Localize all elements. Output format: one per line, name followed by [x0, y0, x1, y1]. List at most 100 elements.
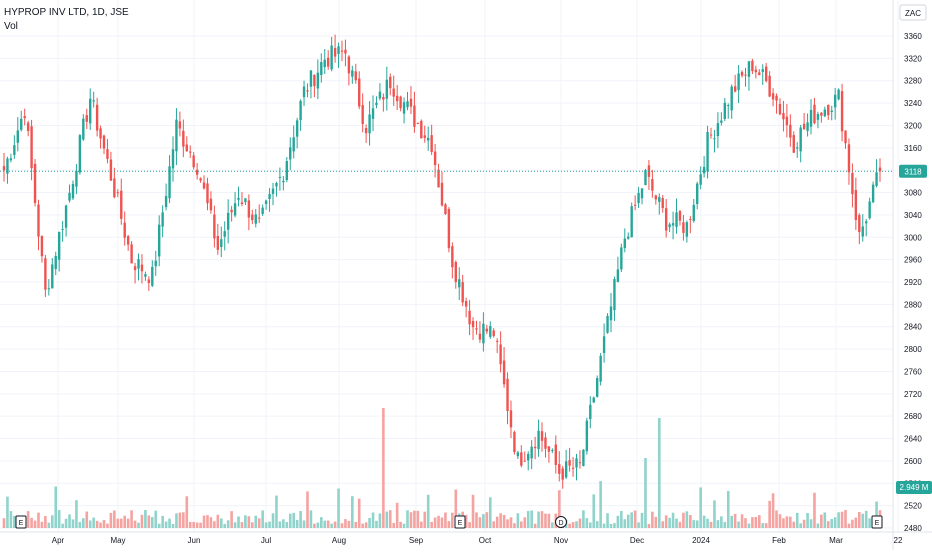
candle-body — [351, 70, 354, 77]
volume-bar — [92, 517, 95, 528]
volume-bar — [109, 512, 113, 528]
candle-body — [737, 73, 740, 91]
volume-bar — [709, 521, 713, 528]
y-tick-label: 3000 — [904, 233, 922, 242]
volume-bar — [406, 510, 409, 528]
volume-bar — [309, 510, 313, 528]
volume-bar — [378, 513, 382, 528]
candle-body — [382, 97, 385, 100]
candle-body — [585, 420, 589, 452]
candle-body — [682, 222, 685, 233]
candle-body — [865, 221, 868, 224]
volume-bar — [509, 517, 513, 528]
candle-body — [871, 184, 875, 203]
candle-body — [316, 72, 320, 89]
x-tick-label: Sep — [409, 536, 424, 545]
volume-bar — [799, 523, 802, 528]
volume-bar — [206, 515, 209, 528]
candle-body — [720, 120, 723, 123]
volume-bar — [351, 496, 354, 528]
candle-body — [399, 96, 402, 109]
volume-bar — [713, 500, 716, 528]
volume-bar — [778, 514, 782, 528]
candle-body — [447, 209, 451, 249]
volume-bar — [833, 517, 837, 528]
candle-body — [326, 57, 330, 67]
candle-body — [395, 95, 399, 102]
candle-body — [9, 158, 13, 161]
candle-body — [144, 274, 147, 277]
y-tick-label: 2720 — [904, 390, 922, 399]
candle-body — [116, 192, 120, 194]
candle-body — [140, 264, 144, 272]
candle-body — [275, 183, 278, 187]
candle-body — [533, 446, 537, 449]
volume-bar — [226, 520, 230, 528]
volume-bar — [82, 518, 85, 528]
y-tick-label: 2600 — [904, 457, 922, 466]
price-axis[interactable]: 2480252025602600264026802720276028002840… — [892, 0, 922, 550]
volume-bar — [202, 515, 206, 528]
candle-body — [740, 71, 744, 76]
volume-bar — [757, 515, 761, 528]
volume-bar — [137, 522, 140, 528]
candle-body — [302, 86, 306, 98]
candle-body — [54, 255, 57, 270]
candle-body — [333, 48, 337, 57]
candle-body — [89, 98, 92, 124]
volume-bar — [144, 510, 147, 528]
volume-bar — [609, 523, 613, 528]
candle-body — [2, 166, 6, 171]
volume-bar — [588, 522, 592, 528]
event-marker-label: E — [875, 520, 880, 527]
volume-bar — [661, 521, 665, 528]
candle-body — [437, 169, 440, 188]
volume-bar — [368, 517, 371, 528]
last-volume-label: 2.949 M — [900, 483, 929, 492]
candle-body — [478, 333, 482, 340]
x-tick-label: 2024 — [692, 536, 710, 545]
candle-body — [513, 432, 516, 452]
volume-bar — [75, 500, 78, 528]
y-tick-label: 2520 — [904, 502, 922, 511]
candle-body — [796, 147, 799, 149]
volume-bar — [119, 518, 123, 528]
candle-body — [240, 202, 244, 205]
currency-label: ZAC — [905, 9, 921, 18]
volume-bar — [371, 512, 375, 528]
candle-body — [251, 214, 254, 221]
volume-bar — [499, 513, 502, 528]
currency-badge[interactable]: ZAC — [899, 4, 927, 21]
candle-body — [361, 105, 364, 124]
y-tick-label: 3080 — [904, 189, 922, 198]
candle-body — [237, 197, 240, 200]
volume-bar — [571, 522, 575, 528]
volume-bar — [737, 521, 740, 528]
volume-bar — [744, 518, 747, 528]
y-tick-label: 3280 — [904, 77, 922, 86]
time-axis[interactable]: Apr May Jun Jul Aug Sep Oct Nov Dec 2024 Feb Mar 22 — [0, 531, 932, 545]
candle-body — [13, 145, 16, 156]
volume-bar — [792, 521, 796, 528]
candle-body — [713, 138, 716, 140]
candle-body — [299, 100, 302, 120]
candle-body — [527, 453, 530, 461]
candle-body — [433, 151, 437, 166]
volume-bar — [9, 511, 13, 528]
candle-body — [778, 104, 782, 115]
volume-bar — [161, 515, 164, 528]
candle-body — [571, 467, 575, 469]
volume-bar — [326, 520, 330, 528]
volume-bar — [364, 522, 368, 528]
candle-body — [620, 247, 623, 270]
volume-bar — [823, 512, 827, 528]
candle-body — [730, 86, 733, 111]
candle-body — [178, 121, 182, 129]
candle-body — [689, 218, 692, 220]
candle-body — [133, 266, 137, 271]
candle-body — [875, 172, 878, 186]
candle-body — [547, 446, 551, 452]
volume-bar — [219, 518, 223, 528]
